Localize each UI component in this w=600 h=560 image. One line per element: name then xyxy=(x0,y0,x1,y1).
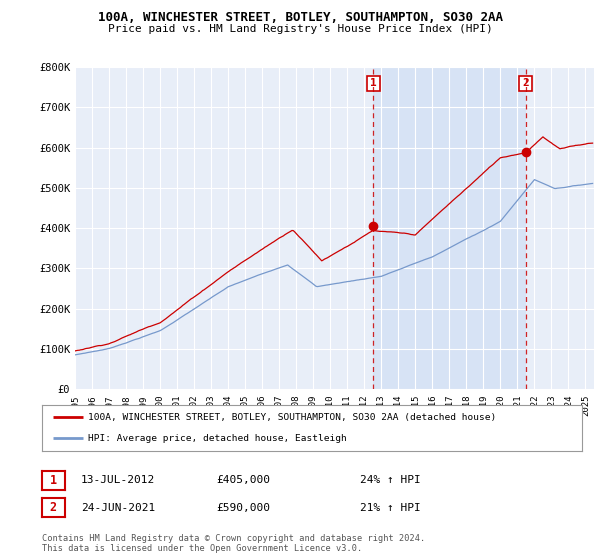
Text: 24-JUN-2021: 24-JUN-2021 xyxy=(81,503,155,513)
Bar xyxy=(373,67,526,389)
Text: 24% ↑ HPI: 24% ↑ HPI xyxy=(360,475,421,486)
Text: 100A, WINCHESTER STREET, BOTLEY, SOUTHAMPTON, SO30 2AA (detached house): 100A, WINCHESTER STREET, BOTLEY, SOUTHAM… xyxy=(88,413,496,422)
Text: 1: 1 xyxy=(50,474,57,487)
Text: 21% ↑ HPI: 21% ↑ HPI xyxy=(360,503,421,513)
Text: 2: 2 xyxy=(50,501,57,515)
Text: £590,000: £590,000 xyxy=(216,503,270,513)
Text: 2: 2 xyxy=(522,78,529,88)
Text: Contains HM Land Registry data © Crown copyright and database right 2024.
This d: Contains HM Land Registry data © Crown c… xyxy=(42,534,425,553)
Text: HPI: Average price, detached house, Eastleigh: HPI: Average price, detached house, East… xyxy=(88,434,347,443)
Text: £405,000: £405,000 xyxy=(216,475,270,486)
Text: Price paid vs. HM Land Registry's House Price Index (HPI): Price paid vs. HM Land Registry's House … xyxy=(107,24,493,34)
Text: 13-JUL-2012: 13-JUL-2012 xyxy=(81,475,155,486)
Text: 100A, WINCHESTER STREET, BOTLEY, SOUTHAMPTON, SO30 2AA: 100A, WINCHESTER STREET, BOTLEY, SOUTHAM… xyxy=(97,11,503,24)
Text: 1: 1 xyxy=(370,78,377,88)
